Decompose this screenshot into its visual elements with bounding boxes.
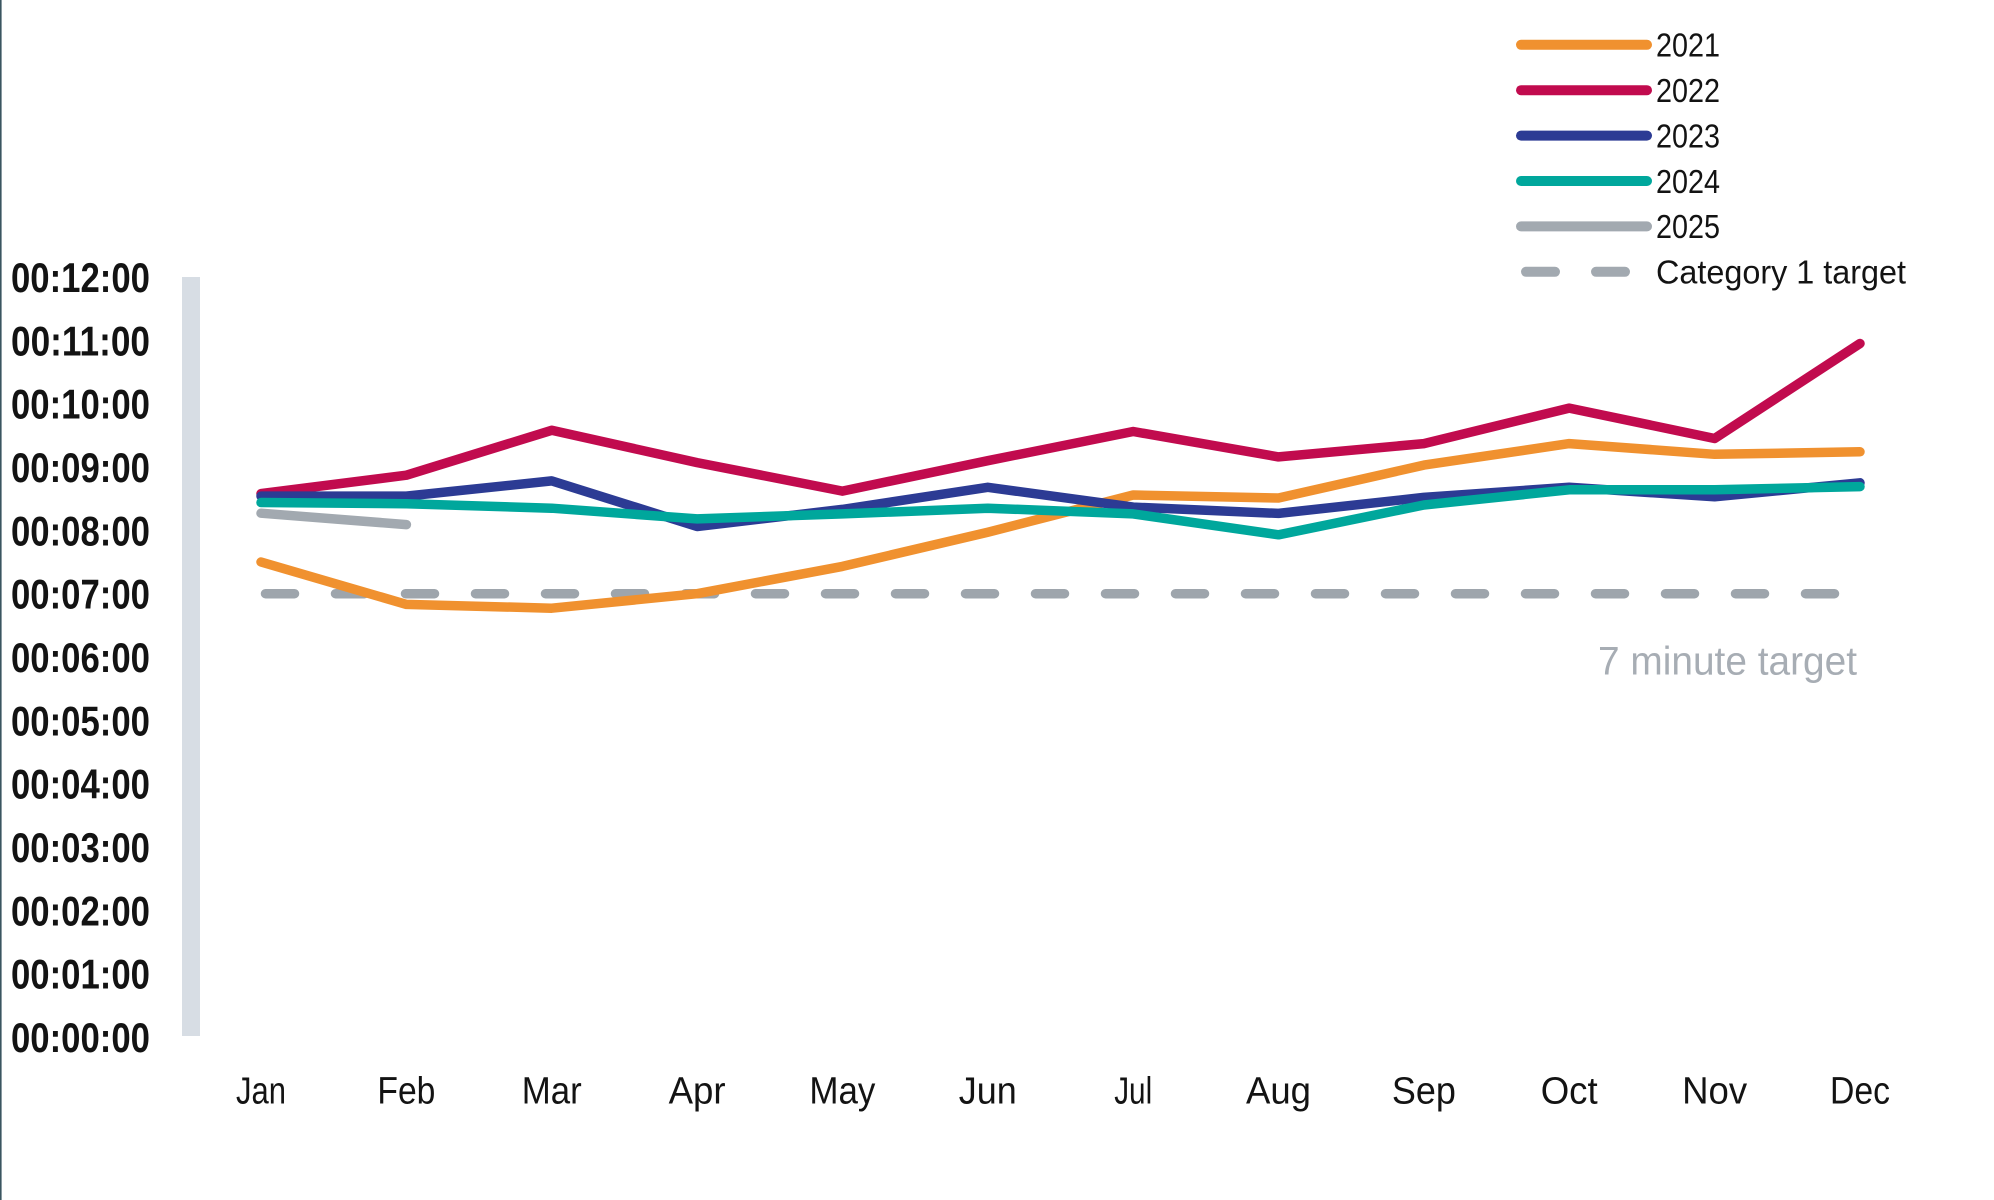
svg-text:7 minute target: 7 minute target: [1598, 639, 1857, 683]
svg-text:00:02:00: 00:02:00: [11, 887, 150, 934]
svg-text:00:03:00: 00:03:00: [11, 824, 150, 871]
svg-text:Dec: Dec: [1830, 1071, 1890, 1113]
svg-text:2025: 2025: [1656, 208, 1720, 245]
svg-text:Jun: Jun: [959, 1071, 1017, 1113]
svg-text:Apr: Apr: [669, 1071, 726, 1113]
svg-text:00:08:00: 00:08:00: [11, 507, 150, 554]
svg-text:Feb: Feb: [377, 1071, 435, 1113]
svg-text:2024: 2024: [1656, 163, 1720, 200]
svg-text:Jan: Jan: [236, 1071, 286, 1113]
svg-text:00:09:00: 00:09:00: [11, 444, 150, 491]
svg-text:2021: 2021: [1656, 27, 1720, 64]
svg-text:Aug: Aug: [1246, 1071, 1311, 1113]
svg-text:00:12:00: 00:12:00: [11, 254, 150, 301]
svg-text:00:06:00: 00:06:00: [11, 634, 150, 681]
svg-text:00:11:00: 00:11:00: [11, 317, 150, 364]
svg-text:00:10:00: 00:10:00: [11, 381, 150, 428]
svg-text:Sep: Sep: [1392, 1071, 1456, 1113]
svg-text:00:00:00: 00:00:00: [11, 1014, 150, 1061]
svg-text:May: May: [809, 1071, 875, 1113]
svg-text:2022: 2022: [1656, 72, 1720, 109]
svg-text:00:05:00: 00:05:00: [11, 697, 150, 744]
svg-text:2023: 2023: [1656, 117, 1720, 154]
svg-text:Nov: Nov: [1682, 1071, 1747, 1113]
svg-text:00:01:00: 00:01:00: [11, 951, 150, 998]
svg-text:Oct: Oct: [1541, 1071, 1598, 1113]
svg-text:00:04:00: 00:04:00: [11, 761, 150, 808]
svg-text:Jul: Jul: [1114, 1071, 1152, 1113]
svg-text:Mar: Mar: [522, 1071, 582, 1113]
svg-text:00:07:00: 00:07:00: [11, 571, 150, 618]
svg-text:Category 1 target: Category 1 target: [1656, 254, 1906, 291]
